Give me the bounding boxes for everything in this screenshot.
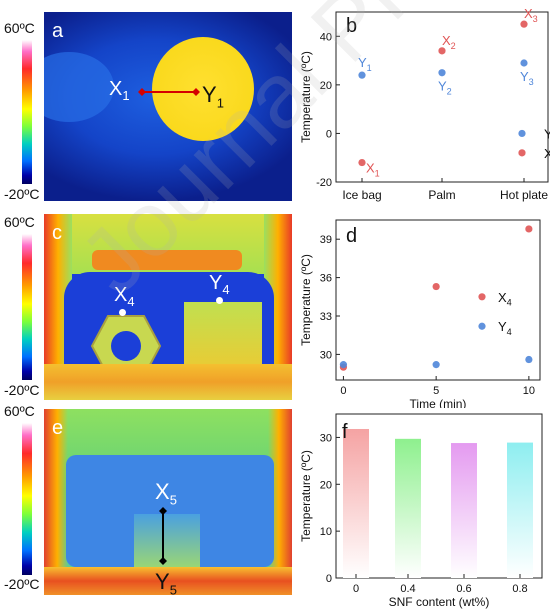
label-y4: Y4 xyxy=(209,272,230,297)
chart-b-point xyxy=(438,69,446,77)
measurement-line-e xyxy=(159,507,167,565)
chart-b-point-label: X1 xyxy=(366,161,380,179)
chart-b-ytick-label: 0 xyxy=(326,128,332,140)
chart-d-xtick-label: 5 xyxy=(433,385,439,397)
chart-b-ytick-label: 20 xyxy=(320,80,332,92)
colorbar-a-max: 60ºC xyxy=(4,20,35,36)
colorbar-a-min: -20ºC xyxy=(4,186,40,202)
chart-d-legend-label: X4 xyxy=(498,290,512,308)
chart-d: 30 33 36 39 Temperature (ºC) 0 5 10 Time (min) X4… xyxy=(299,219,541,408)
thermal-image-e: X5 Y5 e xyxy=(44,409,292,595)
chart-f: 0 10 20 30 Temperature (ºC) 0 0.4 0.6 0.8 SNF con… xyxy=(299,413,543,609)
chart-b-ylabel: Temperature (ºC) xyxy=(299,51,313,143)
chart-b-ytick-label: -20 xyxy=(316,177,332,189)
colorbar-c-max: 60ºC xyxy=(4,214,35,230)
chart-d-point xyxy=(339,361,348,369)
chart-b: -20 0 20 40 Temperature (ºC) Ice bag Palm Hot p… xyxy=(299,8,550,202)
chart-d-xlabel: Time (min) xyxy=(410,397,467,408)
label-x4: X4 xyxy=(114,284,135,309)
chart-f-ytick-label: 10 xyxy=(320,526,332,538)
chart-d-ytick-label: 33 xyxy=(320,311,332,323)
chart-b-legend-label: X xyxy=(544,146,550,161)
chart-b-point xyxy=(520,59,528,67)
chart-f-bar xyxy=(507,442,533,578)
hand-glow xyxy=(44,52,114,122)
hot-surface xyxy=(44,364,292,400)
label-y5: Y5 xyxy=(155,569,177,595)
chart-b-xtick-label: Ice bag xyxy=(342,188,381,202)
hot-surface xyxy=(44,567,292,595)
chart-b-legend-marker xyxy=(518,149,526,157)
chart-b-point xyxy=(358,71,366,79)
chart-f-xtick-label: 0 xyxy=(353,583,359,595)
panel-label-f: f xyxy=(342,421,348,443)
thermal-image-c: X4 Y4 c xyxy=(44,214,292,400)
chart-f-plot-frame xyxy=(335,413,543,579)
chart-d-xtick-label: 10 xyxy=(523,385,535,397)
chart-d-point xyxy=(525,225,533,233)
chart-b-point-label: X2 xyxy=(442,33,456,51)
chart-d-point xyxy=(432,361,440,369)
chart-b-point-label: Y1 xyxy=(358,55,372,73)
panel-label-e: e xyxy=(52,417,64,439)
label-y1: Y1 xyxy=(202,82,224,111)
chart-d-legend-marker xyxy=(478,293,486,301)
ice-bag-hot-spot xyxy=(152,37,254,141)
chart-b-legend-label: Y xyxy=(544,126,550,141)
chart-f-bar xyxy=(343,428,369,578)
chart-d-ylabel: Temperature (ºC) xyxy=(299,254,313,346)
chart-f-xlabel: SNF content (wt%) xyxy=(389,595,490,609)
chart-b-point xyxy=(520,20,528,28)
chart-f-bar xyxy=(451,443,477,578)
chart-d-plot-frame xyxy=(335,219,541,381)
chart-d-point xyxy=(525,355,533,364)
panel-label-b: b xyxy=(346,15,357,37)
point-y4 xyxy=(216,297,223,304)
colorbar-e-min: -20ºC xyxy=(4,576,40,592)
chart-d-xtick-label: 0 xyxy=(340,385,346,397)
chart-d-ytick-label: 30 xyxy=(320,349,332,361)
chart-f-ylabel: Temperature (ºC) xyxy=(299,450,313,542)
heater-bar xyxy=(92,250,242,270)
block-object xyxy=(134,514,200,570)
chart-f-xtick-label: 0.4 xyxy=(400,583,415,595)
panel-label-c: c xyxy=(52,222,62,244)
chart-b-legend-marker xyxy=(518,129,526,138)
chart-f-xtick-label: 0.6 xyxy=(456,583,471,595)
point-x4 xyxy=(119,309,126,316)
chart-d-point xyxy=(432,282,440,291)
chart-d-legend-label: Y4 xyxy=(498,319,512,337)
chart-d-ytick-label: 39 xyxy=(320,234,332,246)
chart-f-bar xyxy=(395,438,421,578)
hex-nut xyxy=(90,315,162,377)
chart-f-xtick-label: 0.8 xyxy=(512,583,527,595)
panel-label-d: d xyxy=(346,225,357,247)
label-x1: X1 xyxy=(109,78,130,103)
bg-warm-left xyxy=(44,409,68,595)
thermal-image-a: X1 Y1 a xyxy=(44,12,292,201)
chart-b-point xyxy=(438,47,446,55)
chart-b-point-label: Y3 xyxy=(520,69,534,87)
colorbar-a xyxy=(22,40,32,184)
chart-f-ytick-label: 0 xyxy=(326,573,332,585)
chart-b-xtick-label: Palm xyxy=(428,188,455,202)
colorbar-e-max: 60ºC xyxy=(4,403,35,419)
chart-f-ytick-label: 20 xyxy=(320,479,332,491)
chart-d-ytick-label: 36 xyxy=(320,273,332,285)
panel-label-a: a xyxy=(52,20,64,42)
measurement-line-a xyxy=(138,88,200,96)
chart-b-ytick-label: 40 xyxy=(320,31,332,43)
chart-b-point-label: X3 xyxy=(524,8,538,24)
colorbar-e xyxy=(22,423,32,575)
label-x5: X5 xyxy=(155,479,177,508)
chart-d-legend-marker xyxy=(478,322,486,330)
chart-b-point xyxy=(358,158,366,167)
colorbar-c-min: -20ºC xyxy=(4,382,40,398)
chart-b-point-label: Y2 xyxy=(438,79,452,97)
chart-b-xtick-label: Hot plate xyxy=(500,188,548,202)
chart-f-ytick-label: 30 xyxy=(320,432,332,444)
colorbar-c xyxy=(22,234,32,380)
